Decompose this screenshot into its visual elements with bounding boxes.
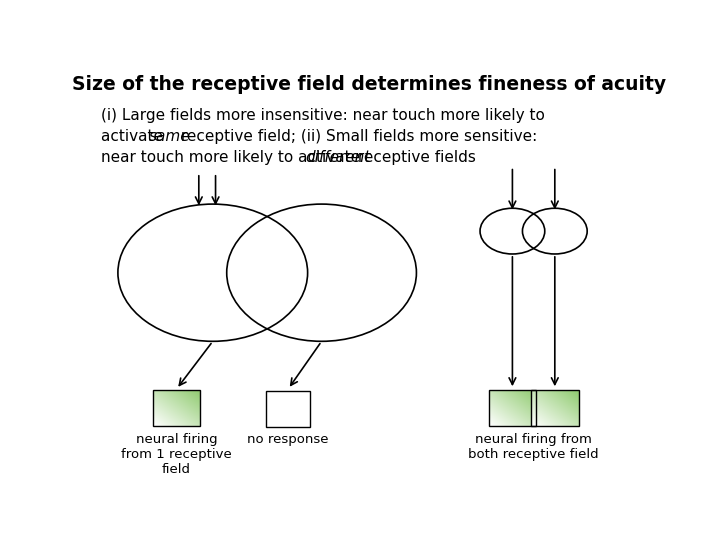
Bar — [531, 390, 579, 426]
Text: no response: no response — [248, 433, 329, 446]
Text: near touch more likely to activate: near touch more likely to activate — [101, 150, 365, 165]
Text: neural firing from
both receptive field: neural firing from both receptive field — [468, 433, 599, 461]
Bar — [153, 390, 200, 426]
Text: different: different — [305, 150, 370, 165]
Text: Size of the receptive field determines fineness of acuity: Size of the receptive field determines f… — [72, 75, 666, 94]
Text: activate: activate — [101, 129, 168, 144]
Bar — [266, 391, 310, 427]
Text: receptive fields: receptive fields — [354, 150, 476, 165]
Text: receptive field; (ii) Small fields more sensitive:: receptive field; (ii) Small fields more … — [176, 129, 538, 144]
Text: neural firing
from 1 receptive
field: neural firing from 1 receptive field — [121, 433, 232, 476]
Bar — [489, 390, 536, 426]
Text: (i) Large fields more insensitive: near touch more likely to: (i) Large fields more insensitive: near … — [101, 109, 545, 124]
Text: same: same — [148, 129, 190, 144]
